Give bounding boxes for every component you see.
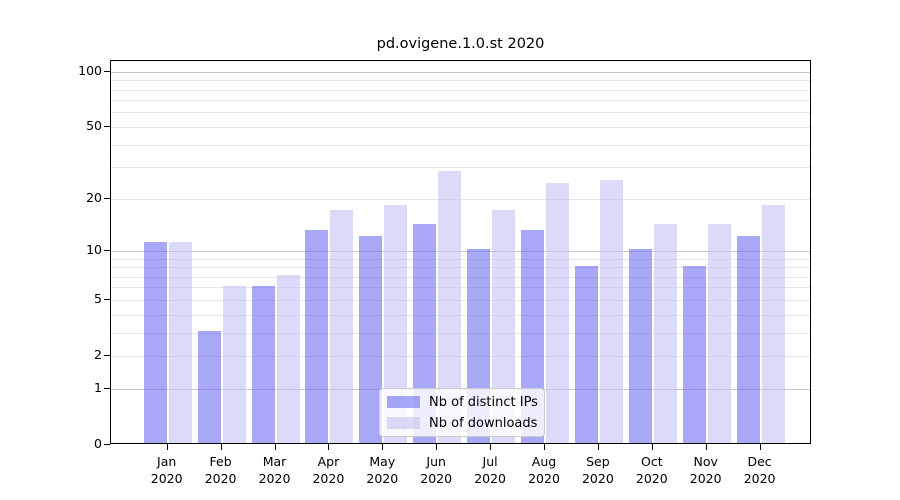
y-tick-label-5: 5: [94, 290, 102, 306]
gridline-y-80: [111, 89, 810, 91]
x-tick-sep: [597, 444, 599, 450]
plot-area: [110, 60, 811, 444]
x-tick-label-nov: Nov 2020: [689, 454, 722, 486]
legend-swatch-downloads: [387, 417, 420, 429]
gridline-y-60: [111, 112, 810, 114]
bar-ips-oct: [628, 249, 652, 443]
y-tick-20: [104, 197, 110, 199]
x-tick-label-sep: Sep 2020: [581, 454, 614, 486]
bar-downloads-sep: [599, 179, 623, 443]
legend-label-downloads: Nb of downloads: [429, 415, 538, 431]
bar-ips-mar: [251, 285, 275, 443]
y-tick-label-100: 100: [78, 62, 102, 78]
x-tick-label-oct: Oct 2020: [635, 454, 668, 486]
y-tick-50: [104, 125, 110, 127]
x-tick-feb: [220, 444, 222, 450]
y-tick-2: [104, 354, 110, 356]
bar-downloads-jan: [168, 242, 192, 443]
bar-downloads-feb: [222, 285, 246, 443]
legend-entry-distinct-ips: Nb of distinct IPs: [387, 394, 538, 410]
x-tick-aug: [544, 444, 545, 450]
x-tick-oct: [651, 444, 653, 450]
gridline-y-100: [111, 71, 810, 73]
bar-ips-dec: [736, 235, 760, 443]
legend-swatch-distinct-ips: [387, 396, 420, 408]
x-tick-label-dec: Dec 2020: [743, 454, 776, 486]
x-tick-may: [382, 444, 384, 450]
legend-entry-downloads: Nb of downloads: [387, 416, 537, 431]
x-tick-label-jan: Jan 2020: [150, 454, 183, 486]
bar-ips-sep: [574, 265, 598, 443]
bar-downloads-jul: [492, 209, 516, 443]
y-tick-label-0: 0: [94, 435, 102, 451]
gridline-y-50: [111, 126, 810, 128]
bar-downloads-oct: [653, 224, 677, 443]
x-tick-label-feb: Feb 2020: [204, 454, 237, 486]
bar-ips-jan: [143, 242, 167, 443]
gridline-y-90: [111, 80, 810, 82]
x-tick-label-aug: Aug 2020: [528, 454, 560, 486]
x-tick-label-mar: Mar 2020: [258, 454, 291, 486]
bar-ips-feb: [197, 331, 221, 443]
x-tick-label-jun: Jun 2020: [420, 454, 453, 486]
x-tick-label-may: May 2020: [366, 454, 399, 486]
y-tick-5: [104, 298, 110, 300]
gridline-y-70: [111, 100, 810, 102]
y-tick-1: [104, 387, 110, 389]
bar-downloads-may: [384, 205, 408, 443]
bar-downloads-aug: [546, 183, 569, 443]
bar-downloads-mar: [276, 275, 300, 443]
x-tick-jan: [166, 444, 168, 450]
bar-ips-apr: [305, 229, 329, 443]
x-tick-label-jul: Jul 2020: [474, 454, 506, 486]
x-tick-jul: [490, 444, 492, 450]
y-tick-10: [104, 249, 110, 251]
bar-downloads-jun: [438, 171, 462, 443]
y-tick-label-1: 1: [94, 379, 102, 395]
y-tick-label-50: 50: [86, 117, 102, 133]
gridline-y-40: [111, 144, 810, 146]
legend-label-distinct-ips: Nb of distinct IPs: [429, 394, 538, 410]
bar-downloads-dec: [761, 205, 785, 443]
x-tick-jun: [436, 444, 438, 450]
chart-title: pd.ovigene.1.0.st 2020: [376, 36, 545, 52]
bar-downloads-apr: [330, 209, 354, 443]
bar-downloads-nov: [707, 224, 731, 443]
x-tick-apr: [328, 444, 330, 450]
y-tick-0: [104, 443, 110, 445]
x-tick-nov: [705, 444, 707, 450]
x-tick-mar: [274, 444, 276, 450]
y-tick-100: [104, 70, 110, 72]
y-tick-label-2: 2: [94, 346, 102, 362]
x-tick-dec: [759, 444, 761, 450]
gridline-y-30: [111, 167, 810, 169]
bar-ips-nov: [682, 265, 706, 443]
legend: Nb of distinct IPs Nb of downloads: [379, 388, 545, 437]
y-tick-label-10: 10: [86, 241, 102, 257]
y-tick-label-20: 20: [86, 189, 102, 205]
x-tick-label-apr: Apr 2020: [312, 454, 345, 486]
bar-ips-may: [359, 235, 383, 443]
